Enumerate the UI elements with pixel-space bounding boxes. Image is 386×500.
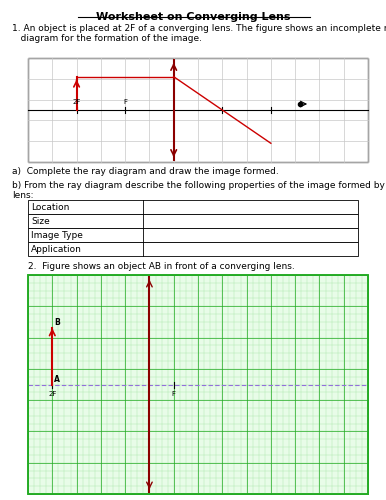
Bar <box>28 200 358 214</box>
Text: 2F: 2F <box>48 392 56 398</box>
Bar <box>28 275 368 494</box>
Text: Location: Location <box>31 202 69 211</box>
Bar <box>28 228 358 242</box>
Text: 2F: 2F <box>73 99 81 105</box>
Text: A: A <box>54 374 60 384</box>
Bar <box>28 275 368 494</box>
Bar <box>28 214 358 228</box>
Text: B: B <box>54 318 60 327</box>
Text: Size: Size <box>31 216 50 226</box>
Text: 1. An object is placed at 2F of a converging lens. The figure shows an incomplet: 1. An object is placed at 2F of a conver… <box>12 24 386 44</box>
Text: Image Type: Image Type <box>31 230 83 239</box>
Text: Worksheet on Converging Lens: Worksheet on Converging Lens <box>96 12 290 22</box>
Text: F: F <box>123 99 127 105</box>
Text: b) From the ray diagram describe the following properties of the image formed by: b) From the ray diagram describe the fol… <box>12 181 386 201</box>
Text: Application: Application <box>31 244 82 254</box>
Bar <box>28 242 358 256</box>
Text: 2.  Figure shows an object AB in front of a converging lens.: 2. Figure shows an object AB in front of… <box>28 262 295 271</box>
Text: F: F <box>172 392 176 398</box>
Bar <box>28 58 368 162</box>
Text: a)  Complete the ray diagram and draw the image formed.: a) Complete the ray diagram and draw the… <box>12 167 279 176</box>
